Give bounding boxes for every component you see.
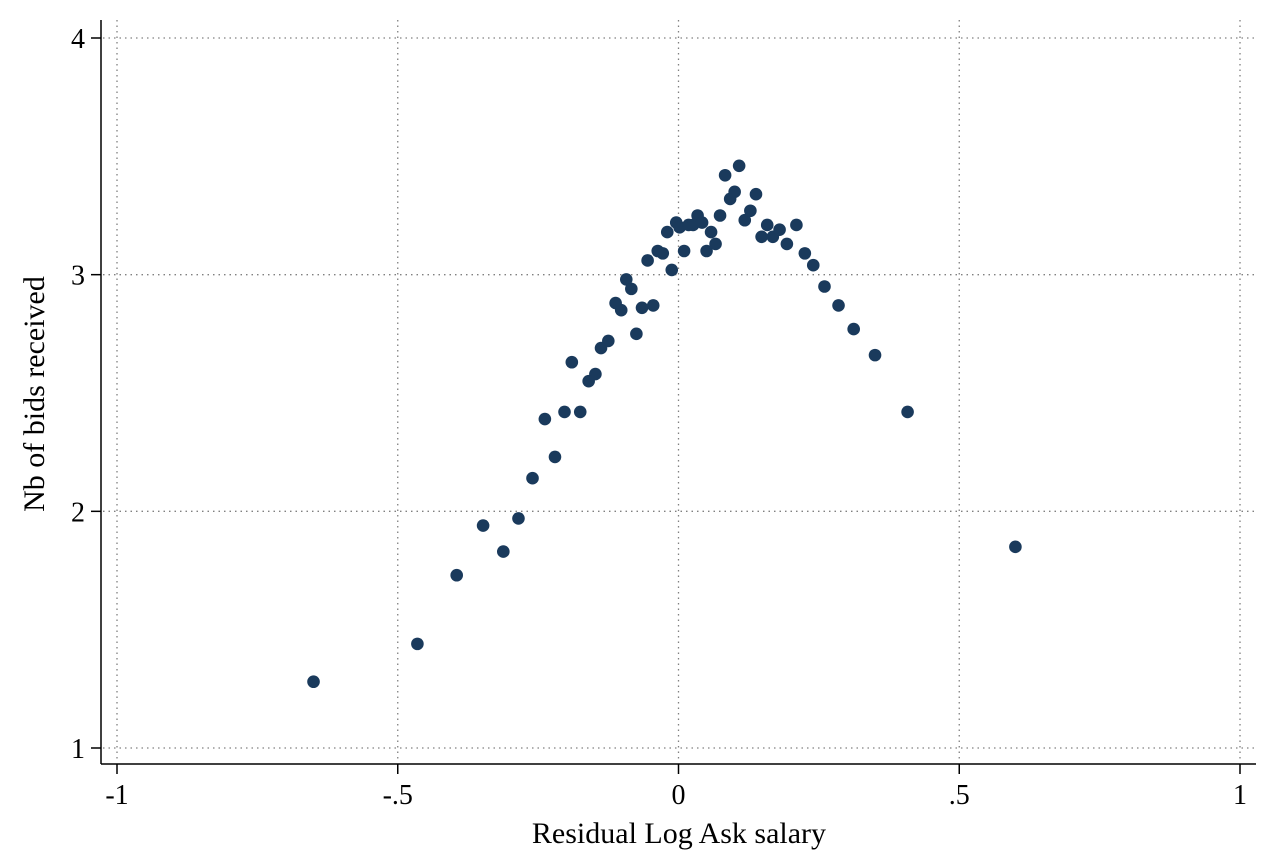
- data-point: [798, 247, 812, 260]
- data-point: [1009, 540, 1022, 554]
- data-point: [512, 512, 525, 525]
- data-point: [548, 450, 562, 464]
- data-point: [901, 405, 914, 419]
- data-point: [573, 405, 587, 419]
- data-point: [602, 334, 615, 348]
- x-tick-label: 0: [672, 780, 686, 811]
- data-point: [760, 218, 774, 232]
- x-axis-ticks: -1 -.5 0 .5 1: [105, 764, 1247, 811]
- data-point: [538, 412, 552, 426]
- data-point: [589, 367, 602, 381]
- data-point: [497, 545, 510, 558]
- y-tick-label: 3: [71, 261, 85, 292]
- data-point: [635, 301, 649, 315]
- axes: [100, 20, 1256, 765]
- data-point: [744, 204, 757, 218]
- data-point: [619, 273, 633, 286]
- data-points: [307, 159, 1022, 689]
- y-tick-label: 1: [71, 734, 85, 765]
- y-tick-label: 4: [71, 24, 85, 55]
- x-tick-label: -1: [105, 780, 128, 811]
- data-point: [307, 675, 320, 689]
- data-point: [847, 322, 860, 336]
- grid-lines: [103, 20, 1256, 762]
- y-tick-label: 2: [71, 497, 85, 528]
- data-point: [476, 519, 490, 532]
- data-point: [755, 230, 768, 244]
- data-point: [630, 327, 643, 341]
- data-point: [868, 348, 882, 362]
- data-point: [704, 225, 718, 239]
- data-point: [558, 405, 571, 419]
- data-point: [832, 299, 845, 312]
- data-point: [660, 225, 674, 239]
- x-tick-label: -.5: [383, 780, 413, 811]
- y-axis-title: Nb of bids received: [18, 276, 51, 512]
- y-axis-ticks: 1 2 3 4: [71, 24, 101, 765]
- data-point: [749, 187, 763, 201]
- x-tick-label: .5: [949, 780, 970, 811]
- data-point: [780, 237, 794, 251]
- data-point: [450, 568, 464, 582]
- data-point: [665, 263, 679, 277]
- data-point: [732, 159, 746, 173]
- data-point: [718, 168, 732, 182]
- data-point: [411, 637, 424, 651]
- data-point: [646, 299, 660, 312]
- data-point: [695, 216, 709, 229]
- data-point: [526, 471, 539, 485]
- data-point: [790, 218, 803, 232]
- data-point: [818, 280, 831, 293]
- data-point: [677, 244, 691, 258]
- data-point: [773, 223, 786, 236]
- x-tick-label: 1: [1233, 780, 1247, 811]
- data-point: [738, 213, 752, 227]
- data-point: [713, 209, 727, 222]
- data-point: [656, 247, 670, 260]
- data-point: [728, 185, 741, 199]
- x-axis-title: Residual Log Ask salary: [532, 817, 826, 850]
- data-point: [625, 282, 638, 296]
- data-point: [565, 355, 579, 369]
- data-point: [641, 254, 654, 267]
- data-point: [709, 237, 722, 251]
- data-point: [806, 258, 820, 272]
- data-point: [700, 244, 713, 258]
- data-point: [614, 303, 628, 317]
